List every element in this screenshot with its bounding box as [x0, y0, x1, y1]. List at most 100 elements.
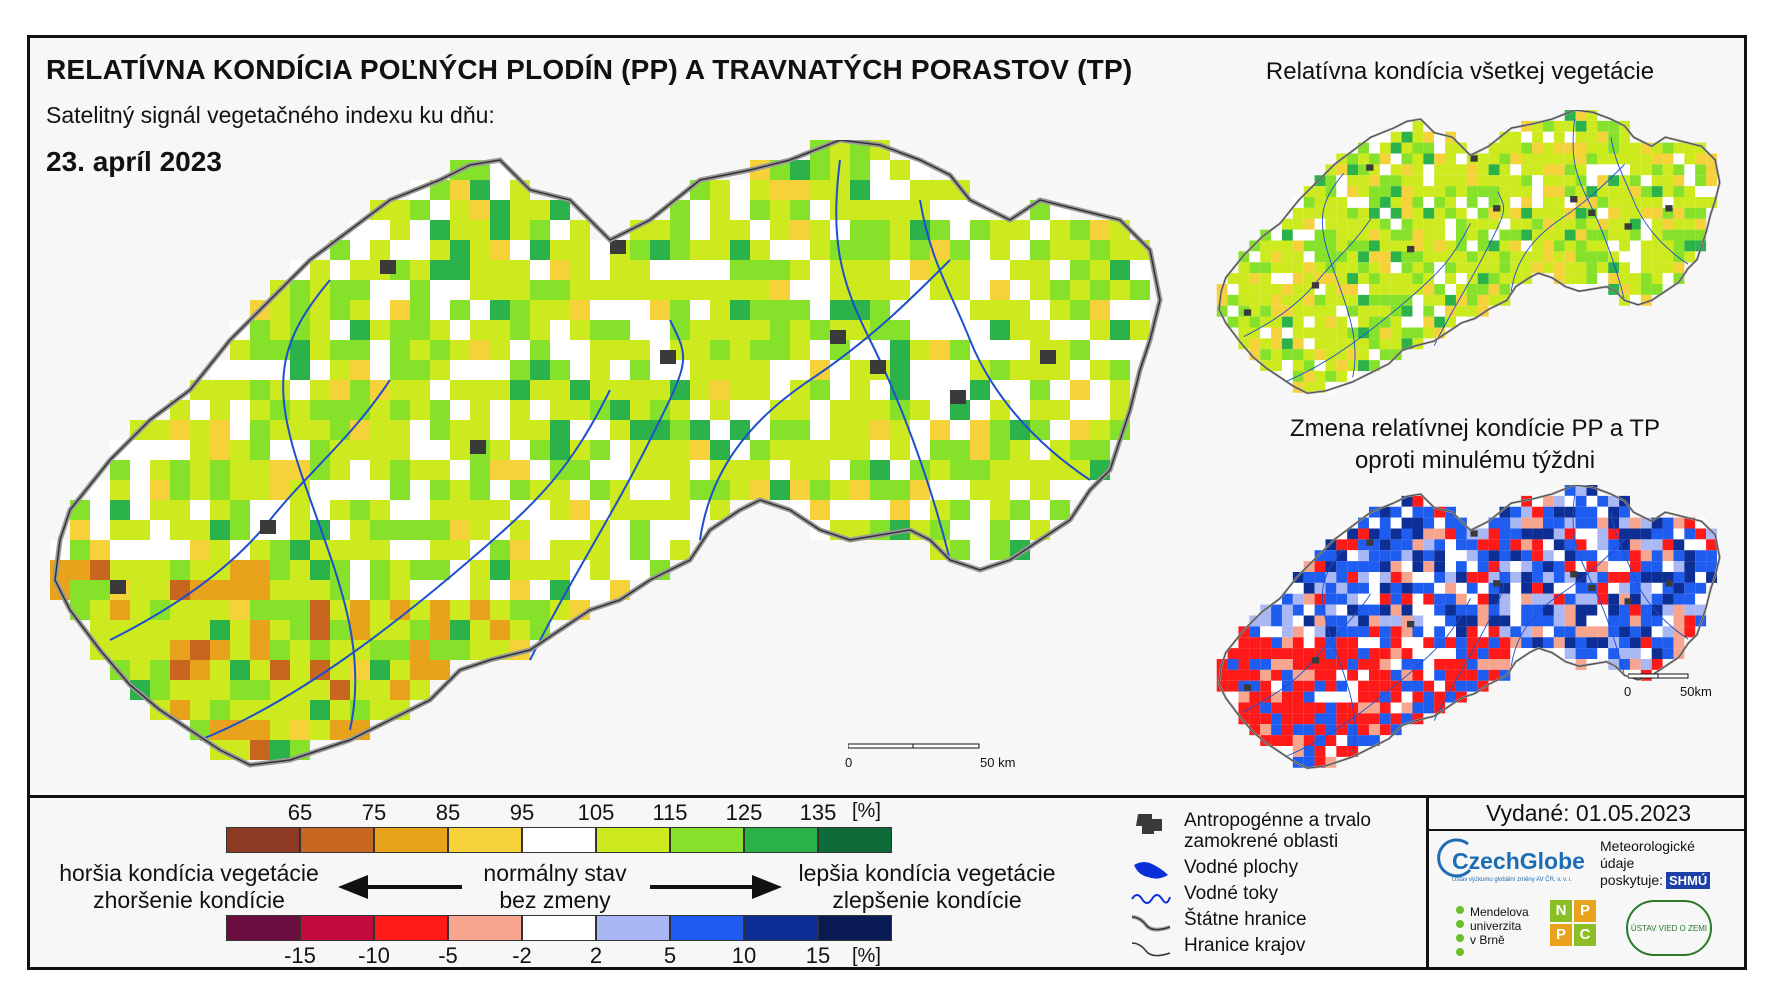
raster-cell	[1434, 316, 1446, 328]
raster-cell	[1368, 669, 1380, 681]
raster-cell	[1281, 284, 1293, 295]
condition-tick-0: 65	[287, 800, 313, 825]
raster-cell	[690, 240, 710, 260]
raster-cell	[1281, 702, 1293, 714]
raster-cell	[450, 360, 470, 380]
raster-cell	[1401, 305, 1413, 317]
raster-cell	[1314, 251, 1326, 263]
raster-cell	[1553, 517, 1565, 529]
raster-cell	[1358, 294, 1369, 306]
state-border	[1218, 110, 1721, 394]
raster-cell	[1260, 294, 1272, 306]
urban-area	[1588, 584, 1596, 592]
nppc-n: N	[1550, 900, 1572, 922]
raster-cell	[1314, 648, 1326, 659]
raster-cell	[1368, 506, 1380, 518]
raster-cell	[1314, 659, 1326, 670]
raster-cell	[650, 320, 670, 340]
raster-cell	[1586, 626, 1598, 638]
raster-cell	[1466, 240, 1478, 252]
raster-cell	[410, 280, 430, 300]
raster-cell	[1050, 500, 1070, 520]
raster-cell	[1303, 746, 1315, 757]
raster-cell	[1629, 218, 1641, 230]
raster-cell	[1466, 648, 1478, 659]
raster-cell	[1358, 153, 1369, 165]
raster-cell	[1368, 131, 1380, 143]
raster-cell	[1238, 669, 1250, 681]
raster-cell	[210, 680, 230, 700]
raster-cell	[590, 480, 610, 500]
raster-cell	[1379, 229, 1391, 241]
raster-cell	[550, 500, 570, 520]
raster-cell	[890, 280, 910, 300]
raster-cell	[1608, 582, 1620, 594]
raster-cell	[130, 500, 150, 520]
raster-cell	[1423, 680, 1435, 692]
raster-cell	[650, 360, 670, 380]
raster-cell	[1423, 218, 1435, 230]
raster-cell	[1336, 713, 1348, 725]
raster-cell	[70, 520, 90, 540]
legend-state-borders-label: Štátne hranice	[1184, 909, 1307, 930]
raster-cell	[1303, 349, 1315, 361]
raster-cell	[1314, 724, 1326, 736]
raster-cell	[1314, 626, 1326, 638]
change-swatch-2	[374, 915, 448, 941]
raster-cell	[1542, 207, 1554, 219]
raster-cell	[1292, 262, 1304, 274]
raster-cell	[1249, 626, 1261, 638]
raster-cell	[690, 340, 710, 360]
raster-cell	[670, 420, 690, 440]
raster-cell	[1586, 604, 1598, 616]
raster-cell	[810, 360, 830, 380]
raster-cells	[1216, 110, 1717, 393]
raster-cell	[1336, 294, 1348, 306]
raster-cell	[1401, 582, 1413, 594]
raster-cell	[1521, 262, 1533, 274]
raster-cell	[1510, 572, 1522, 583]
raster-cell	[930, 440, 950, 460]
raster-cell	[1227, 294, 1239, 306]
raster-cell	[1684, 164, 1696, 176]
raster-cell	[430, 200, 450, 220]
raster-cell	[1260, 669, 1272, 681]
raster-cell	[90, 620, 110, 640]
raster-cell	[250, 540, 270, 560]
raster-cell	[230, 640, 250, 660]
raster-cell	[1445, 294, 1456, 306]
raster-cell	[1390, 604, 1402, 616]
condition-scale	[226, 827, 892, 853]
legend-water-areas-label: Vodné plochy	[1184, 857, 1299, 878]
raster-cell	[1110, 380, 1130, 400]
raster-cell	[610, 560, 630, 580]
raster-cell	[1575, 218, 1587, 230]
raster-cell	[90, 480, 110, 500]
raster-cell	[1423, 240, 1435, 252]
raster-cell	[1358, 218, 1369, 230]
raster-cell	[810, 280, 830, 300]
raster-cell	[1070, 220, 1090, 240]
raster-cell	[1390, 637, 1402, 649]
raster-cell	[1575, 142, 1587, 154]
raster-cell	[1673, 153, 1685, 165]
raster-cell	[290, 660, 310, 680]
raster-cell	[630, 360, 650, 380]
raster-cell	[1238, 637, 1250, 649]
raster-cell	[930, 300, 950, 320]
raster-cell	[970, 260, 990, 280]
raster-cell	[1673, 539, 1685, 551]
raster-cell	[1673, 240, 1685, 252]
urban-area	[1493, 580, 1501, 587]
raster-cell	[1477, 637, 1489, 649]
raster-cell	[1401, 648, 1413, 659]
raster-cell	[1412, 284, 1424, 295]
raster-cell	[1358, 305, 1369, 317]
raster-cell	[1586, 120, 1598, 132]
raster-cell	[470, 520, 490, 540]
raster-cell	[1586, 218, 1598, 230]
raster-cell	[330, 240, 350, 260]
raster-cell	[770, 420, 790, 440]
condition-tick-5: 115	[652, 800, 688, 825]
raster-cell	[830, 500, 850, 520]
